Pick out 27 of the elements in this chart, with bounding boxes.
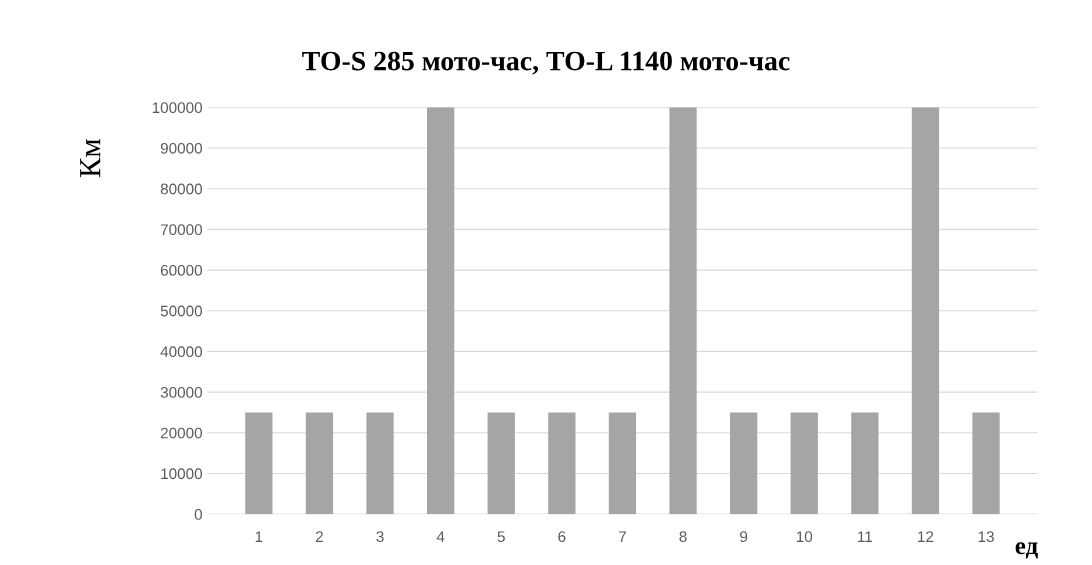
y-tick-label: 30000: [160, 386, 203, 398]
y-axis-title: Км: [80, 139, 101, 178]
x-tick-label: 10: [796, 531, 813, 543]
x-tick-label: 8: [679, 531, 687, 543]
y-tick-label: 0: [194, 509, 203, 520]
x-tick-label: 11: [858, 531, 873, 542]
y-tick-label: 100000: [152, 102, 203, 114]
y-tick-label: 40000: [160, 346, 203, 358]
x-tick-label: 9: [740, 531, 748, 543]
y-tick-label: 50000: [160, 305, 203, 317]
y-tick-label: 20000: [160, 427, 203, 439]
y-tick-label: 90000: [160, 142, 203, 154]
x-tick-label: 5: [497, 531, 505, 543]
x-tick-label: 6: [558, 531, 566, 543]
y-tick-label: 60000: [160, 264, 203, 276]
x-tick-label: 13: [978, 531, 994, 543]
y-tick-label: 70000: [160, 224, 203, 236]
x-tick-label: 2: [315, 531, 323, 542]
x-tick-label: 7: [618, 531, 626, 542]
x-tick-label: 3: [376, 531, 384, 543]
x-tick-label: 4: [436, 531, 445, 542]
x-tick-label: 1: [255, 531, 263, 542]
chart-title: ТО-S 285 мото-час, ТО-L 1140 мото-час: [302, 51, 790, 75]
x-tick-label: 12: [918, 531, 934, 542]
x-axis-title: ед: [1015, 542, 1038, 559]
y-tick-label: 80000: [160, 183, 203, 195]
y-tick-label: 10000: [161, 468, 203, 480]
